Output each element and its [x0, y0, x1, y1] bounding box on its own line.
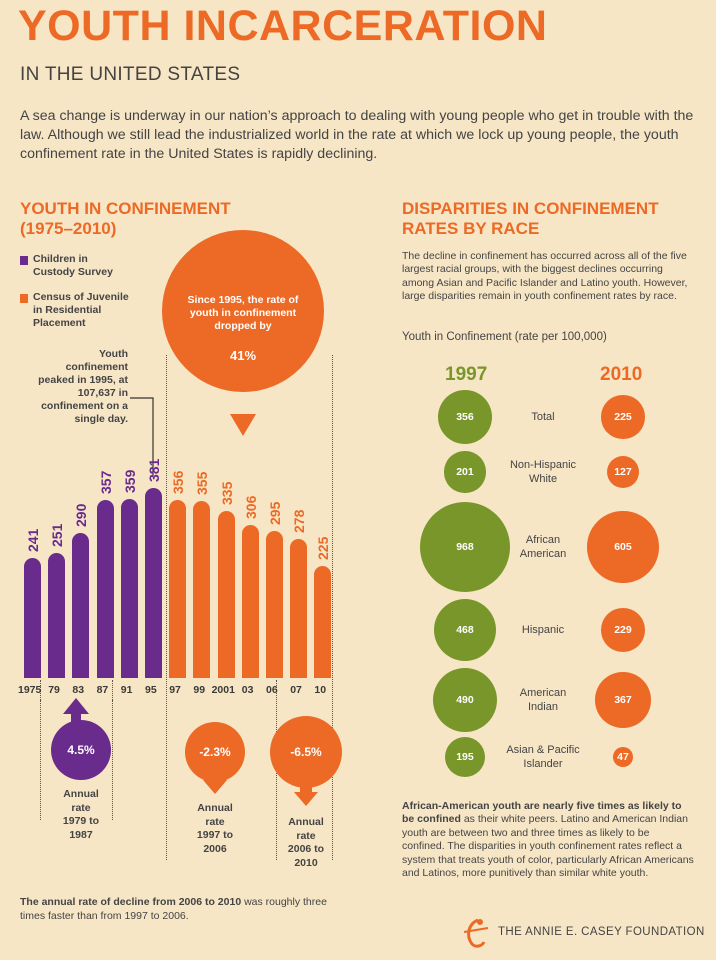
- race-circle-2010-3: 229: [601, 608, 645, 652]
- bar-label-99: 355: [194, 471, 211, 495]
- decline-callout-text: Since 1995, the rate of youth in confine…: [187, 294, 299, 332]
- year-1997-header: 1997: [445, 364, 488, 385]
- race-circle-1997-3: 468: [433, 598, 497, 662]
- year-label-91: 91: [120, 684, 133, 696]
- page-title: YOUTH INCARCERATION: [18, 2, 548, 50]
- bar-83: [72, 533, 90, 678]
- separator-87-lower: [112, 700, 113, 820]
- bar-95: [145, 487, 162, 678]
- bar-10: [314, 565, 332, 678]
- race-label-2: African American: [519, 534, 567, 560]
- disparities-intro: The decline in confinement has occurred …: [402, 250, 688, 303]
- bar-99: [193, 500, 211, 678]
- separator-10: [332, 355, 333, 860]
- bar-label-1975: 241: [25, 528, 41, 552]
- bar-87: [96, 499, 114, 678]
- race-circle-2010-4: 367: [595, 672, 651, 728]
- race-label-4: American Indian: [519, 687, 567, 713]
- race-label-5: Asian & Pacific Islander: [506, 744, 580, 770]
- year-label-83: 83: [72, 684, 85, 696]
- annual-rate-3-arrow: [294, 782, 318, 806]
- year-label-95: 95: [145, 684, 157, 696]
- separator-87: [112, 680, 113, 700]
- race-circle-1997-2: 968: [419, 501, 511, 593]
- bar-label-10: 225: [315, 536, 332, 560]
- casey-foundation-logo-text: THE ANNIE E. CASEY FOUNDATION: [498, 926, 705, 938]
- race-circle-1997-1: 201: [444, 451, 486, 493]
- annual-rate-1-arrow: [51, 698, 89, 722]
- bar-07: [290, 539, 308, 678]
- bar-97: [169, 500, 187, 678]
- separator-97: [166, 355, 167, 860]
- legend-swatch-purple: [20, 256, 28, 265]
- peak-connector: [130, 397, 154, 476]
- bar-06: [266, 530, 283, 678]
- bar-label-03: 306: [242, 495, 259, 519]
- annual-rate-2-caption: Annual rate 1997 to 2006: [196, 802, 234, 855]
- legend-swatch-orange: [20, 294, 28, 303]
- intro-paragraph: A sea change is underway in our nation’s…: [20, 108, 694, 162]
- decline-callout-percent: 41%: [229, 348, 257, 363]
- year-label-99: 99: [193, 684, 206, 696]
- decline-footer-note: The annual rate of decline from 2006 to …: [20, 896, 327, 922]
- race-circle-2010-1: 127: [606, 455, 640, 489]
- separator-1979-lower: [40, 700, 41, 820]
- race-circle-2010-2: 605: [587, 511, 659, 583]
- peak-note: Youth confinement peaked in 1995, at 107…: [38, 348, 128, 425]
- year-label-07: 07: [290, 684, 302, 696]
- decline-callout: Since 1995, the rate of youth in confine…: [162, 230, 324, 392]
- annual-rate-1-caption: Annual rate 1979 to 1987: [62, 788, 100, 841]
- confinement-title: YOUTH IN CONFINEMENT (1975–2010): [20, 199, 231, 238]
- bar-label-87: 357: [97, 470, 114, 494]
- bar-03: [241, 525, 259, 678]
- disparities-title: DISPARITIES IN CONFINEMENT RATES BY RACE: [402, 199, 659, 238]
- race-circle-2010-0: 225: [601, 395, 645, 439]
- disparities-conclusion: African-American youth are nearly five t…: [402, 800, 694, 880]
- bar-2001: [217, 510, 235, 678]
- race-label-0: Total: [531, 411, 555, 423]
- year-label-1975: 1975: [18, 684, 42, 696]
- separator-1975-79: [40, 680, 41, 700]
- bar-label-2001: 335: [218, 481, 235, 505]
- year-2010-header: 2010: [600, 364, 643, 385]
- race-circle-1997-4: 490: [432, 667, 498, 733]
- race-circle-2010-5: 47: [613, 747, 633, 767]
- callout-arrow: [230, 414, 256, 436]
- race-label-3: Hispanic: [521, 624, 565, 636]
- legend-item-ccs: Children in Custody Survey: [33, 253, 113, 278]
- bar-label-83: 290: [73, 503, 90, 527]
- race-label-1: Non-Hispanic White: [509, 459, 577, 485]
- bar-label-06: 295: [267, 501, 283, 525]
- annual-rate-3-circle: -6.5%: [270, 716, 342, 788]
- casey-foundation-logo-icon: [463, 918, 489, 948]
- annual-rate-3-caption: Annual rate 2006 to 2010: [287, 816, 325, 869]
- bar-91: [120, 498, 138, 678]
- metric-label: Youth in Confinement (rate per 100,000): [402, 331, 607, 343]
- race-circle-1997-5: 195: [444, 736, 486, 778]
- annual-rate-1-circle: 4.5%: [51, 720, 111, 780]
- annual-rate-2-arrow: [203, 770, 227, 794]
- bar-1975: [24, 557, 41, 678]
- bar-label-79: 251: [49, 523, 66, 547]
- bar-79: [48, 552, 66, 678]
- race-circle-1997-0: 356: [437, 389, 493, 445]
- year-label-87: 87: [96, 684, 109, 696]
- bar-label-97: 356: [170, 470, 187, 494]
- year-label-97: 97: [169, 684, 181, 696]
- year-label-2001: 2001: [211, 684, 235, 696]
- legend-item-cjrp: Census of Juvenile in Residential Placem…: [33, 291, 129, 329]
- page-subtitle: IN THE UNITED STATES: [20, 64, 241, 85]
- year-label-79: 79: [48, 684, 60, 696]
- bar-label-07: 278: [291, 509, 308, 533]
- year-label-03: 03: [241, 684, 254, 696]
- year-label-10: 10: [314, 684, 327, 696]
